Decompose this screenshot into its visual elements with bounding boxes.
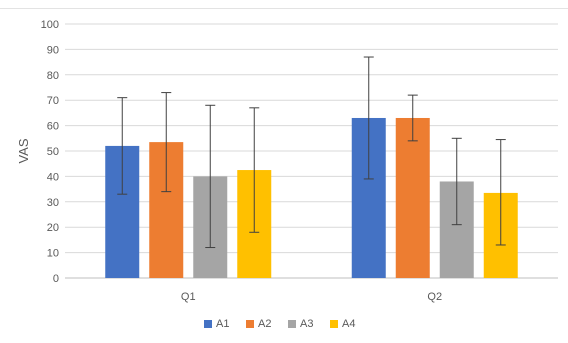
y-tick-label: 90 (47, 44, 59, 56)
bars (105, 117, 518, 278)
legend-swatch (204, 320, 212, 328)
x-tick-labels: Q1 Q2 (181, 291, 442, 303)
legend-label: A3 (300, 318, 313, 330)
y-axis-label: VAS (16, 138, 31, 163)
y-tick-label: 50 (47, 146, 59, 158)
legend-swatch (246, 320, 254, 328)
y-tick-label: 60 (47, 121, 59, 133)
y-tick-label: 40 (47, 171, 59, 183)
legend-label: A4 (342, 318, 355, 330)
legend-swatch (288, 320, 296, 328)
gridlines (65, 23, 558, 279)
y-tick-label: 0 (53, 273, 59, 285)
y-tick-label: 30 (47, 197, 59, 209)
legend-label: A2 (258, 318, 271, 330)
y-tick-label: 70 (47, 95, 59, 107)
y-tick-labels: 0 10 20 30 40 50 60 70 80 90 100 (41, 19, 59, 285)
y-tick-label: 10 (47, 248, 59, 260)
y-tick-label: 80 (47, 70, 59, 82)
x-tick-label: Q1 (181, 291, 196, 303)
x-tick-label: Q2 (427, 291, 442, 303)
y-tick-label: 20 (47, 222, 59, 234)
legend-label: A1 (216, 318, 229, 330)
bar-a2-q2 (395, 117, 430, 278)
legend-swatch (330, 320, 338, 328)
y-tick-label: 100 (41, 19, 59, 31)
error-bars (117, 56, 506, 249)
top-border (0, 8, 568, 9)
legend: A1 A2 A3 A4 (204, 318, 355, 330)
